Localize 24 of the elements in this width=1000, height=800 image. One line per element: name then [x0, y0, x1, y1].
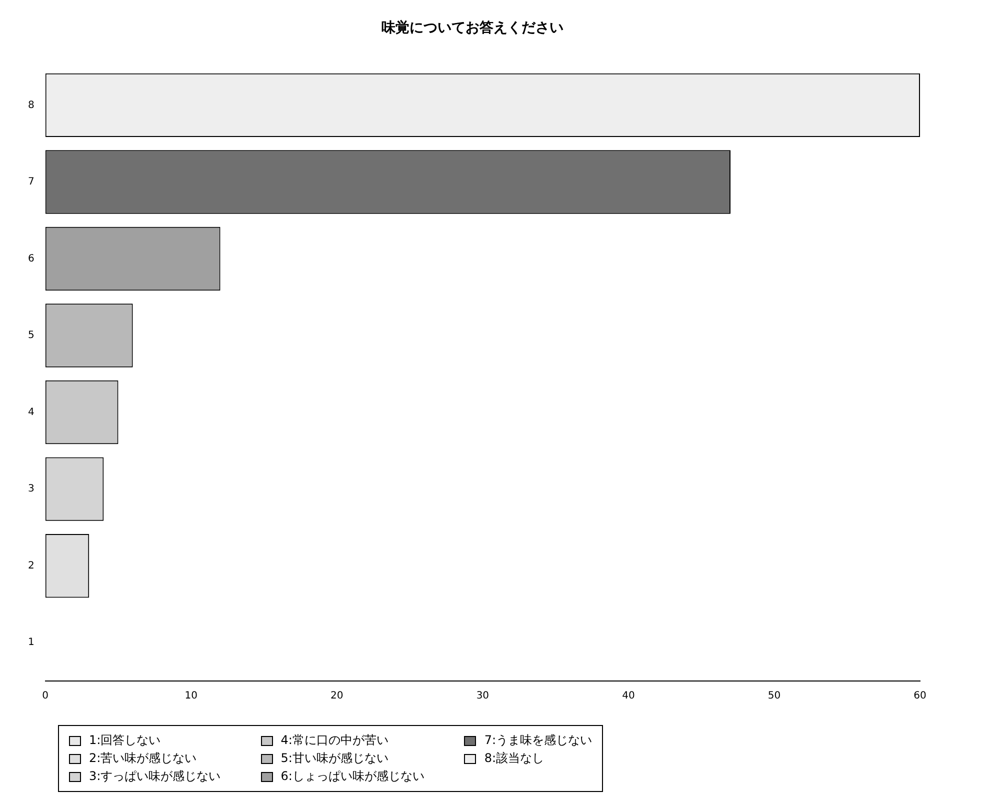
- y-tick-label: 7: [28, 176, 34, 188]
- legend-label: 7:うま味を感じない: [484, 732, 592, 749]
- legend-label: 6:しょっぱい味が感じない: [280, 768, 424, 785]
- legend-label: 3:すっぱい味が感じない: [89, 768, 221, 785]
- x-tick-label: 10: [184, 690, 198, 702]
- x-tick-label: 0: [42, 690, 49, 702]
- legend-label: 8:該当なし: [484, 750, 544, 767]
- y-tick-label: 1: [28, 637, 34, 648]
- y-tick-label: 5: [28, 330, 34, 342]
- chart-title: 味覚についてお答えください: [382, 19, 564, 36]
- legend-label: 2:苦い味が感じない: [89, 750, 197, 767]
- y-tick-label: 4: [28, 406, 34, 418]
- x-tick-label: 40: [622, 690, 635, 702]
- x-tick-label: 50: [768, 690, 781, 702]
- y-tick-label: 6: [28, 253, 34, 264]
- y-tick-label: 3: [28, 484, 34, 495]
- legend-label: 5:甘い味が感じない: [280, 750, 388, 767]
- x-tick-label: 20: [330, 690, 344, 702]
- y-tick-label: 2: [28, 560, 34, 572]
- x-tick-label: 60: [914, 690, 926, 702]
- y-tick-label: 8: [28, 100, 34, 111]
- legend-label: 4:常に口の中が苦い: [280, 732, 388, 749]
- x-tick-label: 30: [476, 690, 490, 702]
- legend-label: 1:回答しない: [89, 732, 161, 749]
